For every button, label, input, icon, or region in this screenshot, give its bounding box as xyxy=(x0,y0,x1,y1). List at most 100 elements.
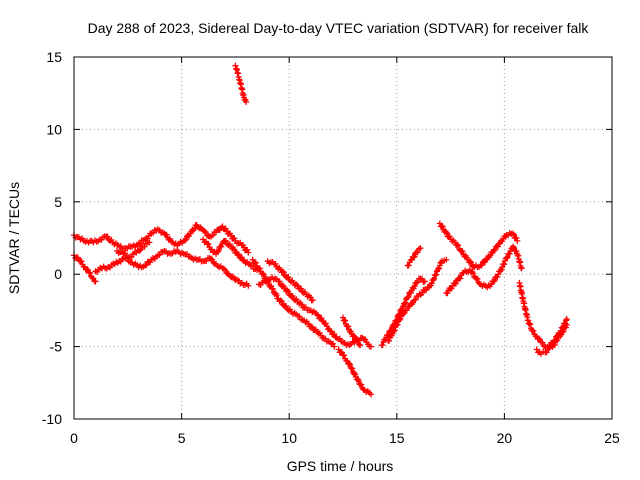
data-point xyxy=(259,270,266,277)
axis-ticks xyxy=(73,56,613,420)
data-point xyxy=(490,248,497,255)
data-point xyxy=(510,230,517,237)
data-point xyxy=(207,255,214,262)
x-tick-labels: 0 5 10 15 20 25 xyxy=(70,430,620,446)
data-point xyxy=(543,349,550,356)
data-point xyxy=(443,256,450,263)
data-point xyxy=(209,256,216,263)
grid-lines xyxy=(74,57,612,419)
y-tick-label: 5 xyxy=(54,194,62,210)
data-point xyxy=(331,343,338,350)
data-point xyxy=(357,342,364,349)
data-point xyxy=(504,254,511,261)
data-point xyxy=(503,255,510,262)
data-point xyxy=(296,313,303,320)
data-point xyxy=(530,327,537,334)
data-point xyxy=(322,320,329,327)
data-point xyxy=(502,233,509,240)
data-point xyxy=(428,280,435,287)
data-point xyxy=(367,391,374,398)
y-axis-label: SDTVAR / TECUs xyxy=(6,182,22,294)
data-point xyxy=(560,328,567,335)
data-point xyxy=(459,248,466,255)
data-point xyxy=(220,265,227,272)
data-point xyxy=(414,279,421,286)
x-tick-label: 0 xyxy=(70,430,78,446)
data-point xyxy=(182,236,189,243)
data-point xyxy=(468,259,475,266)
y-tick-label: -5 xyxy=(50,339,63,355)
data-point xyxy=(410,254,417,261)
data-point xyxy=(514,237,521,244)
data-point xyxy=(563,317,570,324)
y-tick-label: 10 xyxy=(46,121,62,137)
data-point xyxy=(245,282,252,289)
y-tick-label: 15 xyxy=(46,49,62,65)
data-point xyxy=(279,268,286,275)
data-point xyxy=(518,265,525,272)
data-point xyxy=(391,327,398,334)
data-point xyxy=(284,287,291,294)
data-point xyxy=(499,264,506,271)
data-point xyxy=(135,247,142,254)
data-point xyxy=(446,233,453,240)
data-point xyxy=(78,258,85,265)
data-point xyxy=(355,377,362,384)
data-point xyxy=(513,235,520,242)
data-point xyxy=(491,247,498,254)
data-point xyxy=(487,252,494,259)
data-point xyxy=(353,336,360,343)
data-point xyxy=(104,233,111,240)
data-point xyxy=(252,259,259,266)
data-point xyxy=(539,339,546,346)
data-point xyxy=(510,243,517,250)
data-point xyxy=(278,298,285,305)
data-point xyxy=(349,365,356,372)
data-point xyxy=(309,323,316,330)
data-point xyxy=(513,248,520,255)
data-point xyxy=(491,277,498,284)
x-axis-label: GPS time / hours xyxy=(287,458,394,474)
data-point xyxy=(431,275,438,282)
data-point xyxy=(327,327,334,334)
data-point xyxy=(260,271,267,278)
data-point xyxy=(285,273,292,280)
data-point xyxy=(319,317,326,324)
data-point xyxy=(293,281,300,288)
data-point xyxy=(447,285,454,292)
data-point xyxy=(298,301,305,308)
data-point xyxy=(433,271,440,278)
data-point xyxy=(202,229,209,236)
data-point xyxy=(128,254,135,261)
data-point xyxy=(83,266,90,273)
data-point xyxy=(346,361,353,368)
data-point xyxy=(273,292,280,299)
data-point xyxy=(137,247,144,254)
data-point xyxy=(143,262,150,269)
x-tick-label: 5 xyxy=(178,430,186,446)
data-point xyxy=(551,341,558,348)
data-point xyxy=(201,227,208,234)
data-point xyxy=(457,275,464,282)
data-point xyxy=(444,290,451,297)
data-point xyxy=(269,285,276,292)
data-point xyxy=(414,249,421,256)
data-point xyxy=(272,260,279,267)
data-point xyxy=(411,253,418,260)
y-tick-label: -10 xyxy=(42,411,62,427)
data-point xyxy=(563,316,570,323)
data-point xyxy=(294,282,301,289)
data-point xyxy=(245,249,252,256)
data-point xyxy=(235,251,242,258)
x-tick-label: 20 xyxy=(497,430,513,446)
data-points xyxy=(71,62,570,398)
data-point xyxy=(466,258,473,265)
data-point xyxy=(205,240,212,247)
data-point xyxy=(280,269,287,276)
data-point xyxy=(309,297,316,304)
data-point xyxy=(386,337,393,344)
data-point xyxy=(222,266,229,273)
data-point xyxy=(394,321,401,328)
data-point xyxy=(405,262,412,269)
data-point xyxy=(307,294,314,301)
